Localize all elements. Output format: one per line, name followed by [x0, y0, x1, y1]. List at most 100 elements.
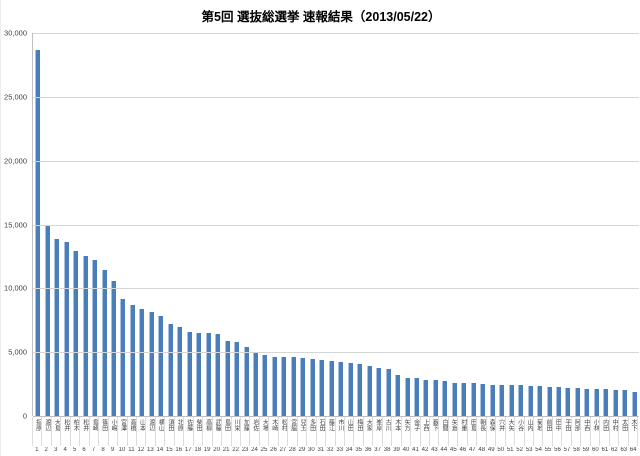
x-category-label: 木下	[629, 417, 638, 446]
bar-slot	[327, 33, 336, 416]
x-category-label: 松井	[80, 417, 90, 446]
x-rank-label: 12	[137, 447, 145, 453]
x-rank-label: 3	[54, 447, 58, 453]
bar	[110, 280, 116, 416]
bar-series	[33, 33, 639, 416]
x-rank-label: 17	[184, 447, 192, 453]
bar-slot	[630, 33, 639, 416]
x-rank-label: 32	[326, 447, 334, 453]
x-rank-label: 29	[298, 447, 306, 453]
bar-slot	[563, 33, 572, 416]
x-category-label: 太田	[619, 417, 629, 446]
x-rank-label: 5	[72, 447, 77, 453]
bar-slot	[374, 33, 383, 416]
x-category-label: 木本	[392, 417, 402, 446]
bar-slot	[308, 33, 317, 416]
bar	[612, 389, 618, 416]
x-rank-label: 23	[241, 447, 249, 453]
bar-slot	[364, 33, 373, 416]
x-category-label: 松村	[279, 417, 289, 446]
bar	[92, 259, 98, 416]
x-rank-label: 58	[573, 447, 580, 453]
bar	[262, 354, 268, 416]
bar-slot	[279, 33, 288, 416]
y-tick-label: 0	[22, 411, 27, 421]
x-category-label: 阿部	[572, 417, 582, 446]
bar-slot	[478, 33, 487, 416]
x-category-label: 村重	[458, 417, 468, 446]
x-rank-label: 2	[44, 447, 48, 453]
bar-slot	[592, 33, 601, 416]
bar-slot	[450, 33, 459, 416]
x-category-label: 前田	[543, 417, 553, 446]
bar	[480, 384, 486, 416]
bar-slot	[412, 33, 421, 416]
bar	[120, 299, 126, 416]
x-rank-label: 26	[270, 447, 277, 453]
bar	[537, 386, 543, 416]
bar-slot	[33, 33, 42, 416]
bar	[376, 367, 382, 416]
x-rank-label: 37	[374, 447, 381, 453]
x-category-label: 武藤	[213, 417, 223, 446]
bar	[35, 49, 41, 416]
x-rank-label: 15	[165, 447, 173, 453]
x-category-label: 古川	[383, 417, 393, 446]
bar-slot	[336, 33, 345, 416]
x-rank-label: 57	[563, 447, 571, 453]
y-axis: 30,000 25,000 20,000 15,000 10,000 5,000 0	[1, 29, 29, 421]
x-category-label: 大島	[52, 417, 62, 446]
x-rank-label: 50	[497, 447, 505, 453]
x-category-label: 矢方	[402, 417, 412, 446]
gridline	[33, 416, 639, 417]
gridline	[33, 97, 639, 98]
bar	[139, 308, 145, 416]
bar	[309, 359, 315, 416]
bar	[177, 327, 183, 416]
bar	[300, 358, 306, 416]
bar	[290, 357, 296, 416]
bar-slot	[298, 33, 307, 416]
bar-slot	[611, 33, 620, 416]
bar	[357, 363, 363, 416]
x-category-label: 北原	[175, 417, 185, 446]
x-category-label: 穴井	[496, 417, 506, 446]
bar-slot	[393, 33, 402, 416]
x-rank-label: 56	[554, 447, 561, 453]
bar-slot	[99, 33, 108, 416]
bar-slot	[270, 33, 279, 416]
bar-slot	[213, 33, 222, 416]
x-category-label: 横山	[156, 417, 166, 446]
x-rank-label: 8	[101, 447, 105, 453]
x-rank-label: 6	[82, 447, 86, 453]
x-rank-label: 63	[620, 447, 628, 453]
x-category-label: 中西	[581, 417, 591, 446]
x-rank-label: 25	[260, 447, 268, 453]
x-category-label: 石田	[317, 417, 327, 446]
x-category-label: 島田	[222, 417, 232, 446]
x-rank-label: 45	[450, 447, 457, 453]
x-rank-label: 36	[364, 447, 372, 453]
bar	[631, 391, 637, 416]
bar-slot	[525, 33, 534, 416]
x-category-label: 藤江	[326, 417, 336, 446]
bar-slot	[232, 33, 241, 416]
bar	[234, 341, 240, 416]
plot-area	[32, 33, 639, 417]
y-tick-label: 5,000	[8, 347, 27, 357]
x-category-label: 矢倉	[449, 417, 459, 446]
bar	[347, 362, 353, 416]
x-category-label: 高柳	[203, 417, 213, 446]
bar	[205, 333, 211, 416]
x-category-label: 梅田	[354, 417, 364, 446]
x-rank-label: 42	[421, 447, 429, 453]
x-rank-label: 10	[118, 447, 126, 453]
x-rank-label: 22	[232, 447, 239, 453]
bar	[546, 386, 552, 416]
bar	[82, 256, 88, 416]
x-rank-label: 39	[393, 447, 400, 453]
bar	[499, 384, 505, 416]
bar-slot	[431, 33, 440, 416]
x-rank-label: 19	[203, 447, 211, 453]
